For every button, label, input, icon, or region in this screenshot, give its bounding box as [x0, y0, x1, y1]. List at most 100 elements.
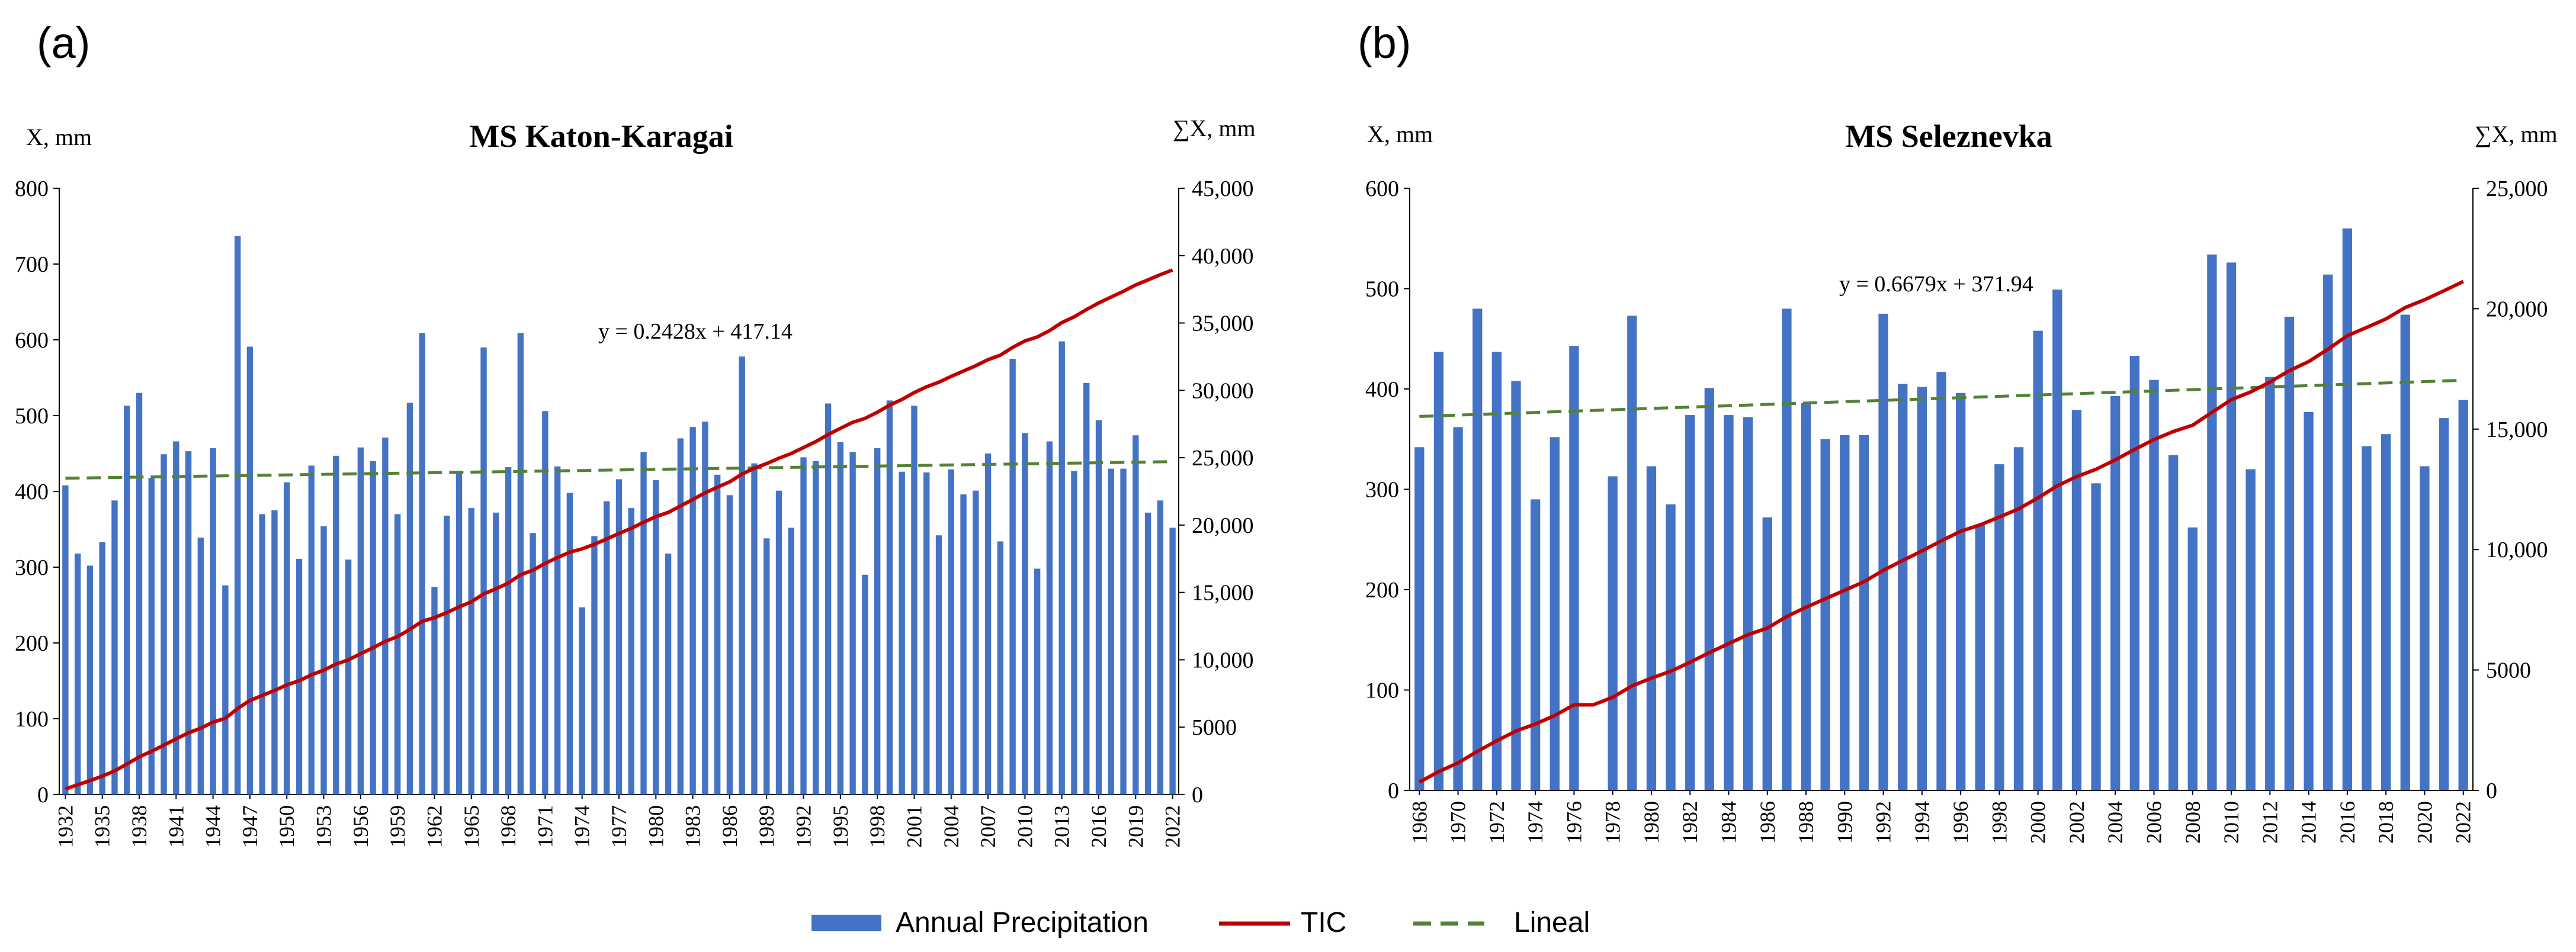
y2-tick-label: 5000 — [1192, 715, 1237, 740]
y2-tick-label: 20,000 — [1192, 513, 1254, 538]
trend-line — [1419, 378, 2463, 418]
precip-bar — [923, 472, 930, 795]
precip-bar — [444, 515, 450, 795]
y2-tick-label: 5000 — [2486, 658, 2531, 683]
x-tick-label: 2014 — [2297, 801, 2321, 844]
precip-bar — [1840, 435, 1850, 790]
precip-bar — [1034, 568, 1041, 795]
precip-bar — [1414, 447, 1425, 790]
y2-tick-label: 25,000 — [2486, 176, 2548, 201]
precip-bar — [1433, 352, 1444, 790]
precip-bar — [2110, 395, 2121, 790]
precip-bar — [1071, 471, 1077, 795]
x-tick-label: 1995 — [829, 805, 852, 848]
precip-bar — [517, 333, 524, 795]
precip-bar — [173, 441, 179, 795]
x-tick-label: 2022 — [2452, 801, 2475, 844]
precip-bar — [542, 411, 548, 795]
precip-bar — [246, 346, 254, 795]
x-tick-label: 1944 — [201, 805, 225, 848]
precip-bar — [2458, 400, 2468, 790]
x-tick-label: 2016 — [2336, 801, 2359, 844]
precip-bar — [2342, 228, 2353, 790]
precip-bar — [640, 452, 647, 795]
precip-bar — [1820, 439, 1830, 790]
x-tick-label: 1998 — [1987, 801, 2011, 844]
precip-bar — [370, 461, 376, 795]
precip-bar — [1936, 372, 1946, 790]
precip-bar — [653, 480, 659, 795]
y2-tick-label: 15,000 — [2486, 417, 2548, 442]
x-tick-label: 1977 — [607, 805, 631, 848]
precip-bar — [1491, 352, 1502, 790]
precip-bar — [493, 512, 499, 795]
x-tick-label: 2018 — [2374, 801, 2398, 844]
y-tick-label: 700 — [15, 252, 49, 277]
precip-bar — [825, 403, 832, 795]
precip-bar — [997, 541, 1004, 795]
x-tick-label: 1935 — [91, 805, 114, 848]
precip-bar — [333, 455, 339, 795]
trend-equation-b: y = 0.6679x + 371.94 — [1839, 272, 2033, 297]
x-tick-label: 2010 — [1013, 805, 1037, 848]
x-tick-label: 1941 — [164, 805, 188, 848]
x-tick-label: 1998 — [865, 805, 889, 848]
precip-bar — [406, 403, 413, 795]
precip-bar — [480, 347, 487, 795]
precip-bar — [775, 490, 782, 795]
x-tick-label: 1982 — [1678, 801, 1702, 844]
y-tick-label: 600 — [1365, 176, 1399, 201]
tic-line — [1418, 279, 2465, 784]
precip-bar — [1157, 500, 1164, 795]
precip-bar — [800, 457, 807, 795]
precip-bar — [566, 493, 573, 795]
precip-bar — [1009, 359, 1016, 795]
legend-label-bar: Annual Precipitation — [896, 907, 1149, 938]
y-tick-label: 100 — [1365, 678, 1399, 703]
precip-bar — [714, 474, 721, 795]
y-tick-label: 400 — [1365, 377, 1399, 402]
precip-bar — [2013, 447, 2024, 790]
precip-bar — [2304, 411, 2314, 790]
x-tick-label: 1989 — [755, 805, 778, 848]
precip-bar — [2149, 379, 2159, 790]
precip-bar — [689, 427, 696, 795]
panel-label-a: (a) — [37, 18, 90, 67]
x-tick-label: 1976 — [1562, 801, 1586, 844]
precip-bar — [1898, 384, 1908, 790]
precip-bar — [935, 535, 942, 795]
precip-bar — [1511, 381, 1521, 790]
precip-bar — [1917, 387, 1927, 790]
precip-bar — [2381, 434, 2391, 790]
precip-bar — [505, 467, 512, 795]
precip-bar — [296, 558, 303, 795]
y2-tick-label: 20,000 — [2486, 297, 2548, 321]
y2-tick-label: 0 — [2486, 779, 2497, 803]
precip-bar — [615, 479, 623, 795]
precip-bar — [813, 461, 819, 795]
legend-label-tic: TIC — [1301, 907, 1346, 938]
precip-bar — [1144, 512, 1151, 795]
precip-bar — [1955, 393, 1966, 790]
precip-bar — [862, 574, 868, 795]
plot-area-a: 0 100 200 300 400 500 600 700 800 0 5000 10,000 15,0… — [15, 176, 1254, 848]
y2-tick-label: 10,000 — [2486, 538, 2548, 562]
precip-bar — [1095, 420, 1102, 795]
precip-bar — [1666, 504, 1676, 790]
precip-bar — [1878, 313, 1888, 790]
y2-axis-title-b: ∑X, mm — [2475, 121, 2558, 147]
precip-bar — [320, 526, 327, 795]
precip-bar — [886, 400, 893, 795]
precip-bar — [1859, 435, 1869, 790]
x-tick-label: 1953 — [312, 805, 336, 848]
x-tick-label: 1986 — [718, 805, 742, 848]
y-tick-label: 400 — [15, 480, 49, 504]
trend-line — [65, 460, 1173, 480]
precip-bar — [62, 485, 69, 795]
precip-bar — [124, 406, 130, 795]
precip-bar — [702, 422, 708, 795]
precip-bar — [2033, 330, 2043, 790]
precip-bar — [973, 490, 979, 795]
x-tick-label: 2002 — [2065, 801, 2089, 844]
x-tick-label: 1992 — [1872, 801, 1895, 844]
